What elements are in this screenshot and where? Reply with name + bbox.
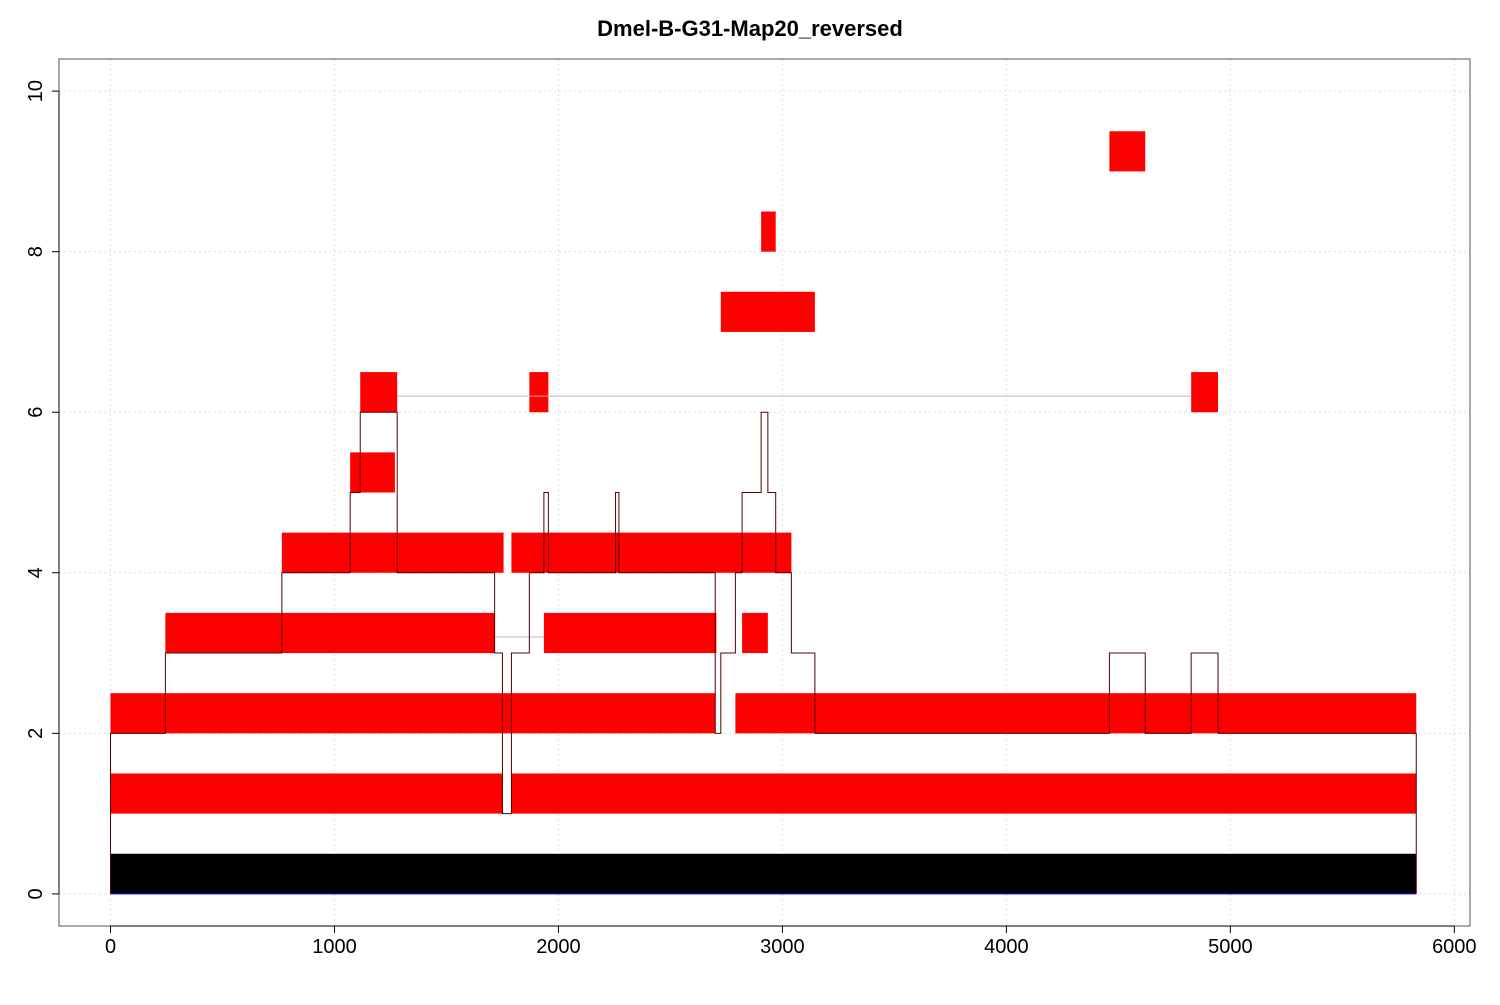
axes: 0 1000 2000 3000 4000 5000 6000 0 2 4 6 8 10 [25, 80, 1477, 958]
chart-title: Dmel-B-G31-Map20_reversed [597, 16, 903, 41]
x-tick-label: 2000 [536, 936, 581, 958]
feature-bars [110, 131, 1417, 895]
x-tick-label: 1000 [312, 936, 357, 958]
coverage-outline [110, 411, 1417, 894]
coverage-line [110, 411, 1417, 894]
feature-bar [735, 693, 1417, 734]
y-tick-label: 8 [25, 246, 47, 257]
feature-bar [720, 291, 815, 332]
x-tick-label: 5000 [1208, 936, 1253, 958]
y-tick-label: 6 [25, 407, 47, 418]
feature-bar [529, 372, 549, 413]
feature-bar [511, 532, 792, 573]
y-tick-label: 2 [25, 728, 47, 739]
feature-bar [360, 372, 398, 413]
connector-lines [397, 395, 1192, 638]
feature-bar [1109, 131, 1146, 172]
y-tick-label: 4 [25, 567, 47, 578]
feature-bar [742, 612, 768, 654]
feature-bar [543, 612, 717, 654]
feature-bar [110, 693, 716, 734]
feature-bar [281, 532, 504, 573]
reference-bar [110, 853, 1417, 894]
feature-bar [1191, 372, 1219, 413]
y-tick-label: 10 [25, 80, 47, 102]
feature-bar [761, 211, 776, 252]
feature-bar [511, 773, 1417, 814]
x-tick-label: 6000 [1432, 936, 1477, 958]
feature-bar [110, 773, 503, 814]
y-tick-label: 0 [25, 888, 47, 899]
x-tick-label: 0 [105, 936, 116, 958]
feature-bar [350, 452, 395, 493]
x-tick-label: 4000 [984, 936, 1029, 958]
x-tick-label: 3000 [760, 936, 805, 958]
feature-bar [165, 612, 495, 654]
